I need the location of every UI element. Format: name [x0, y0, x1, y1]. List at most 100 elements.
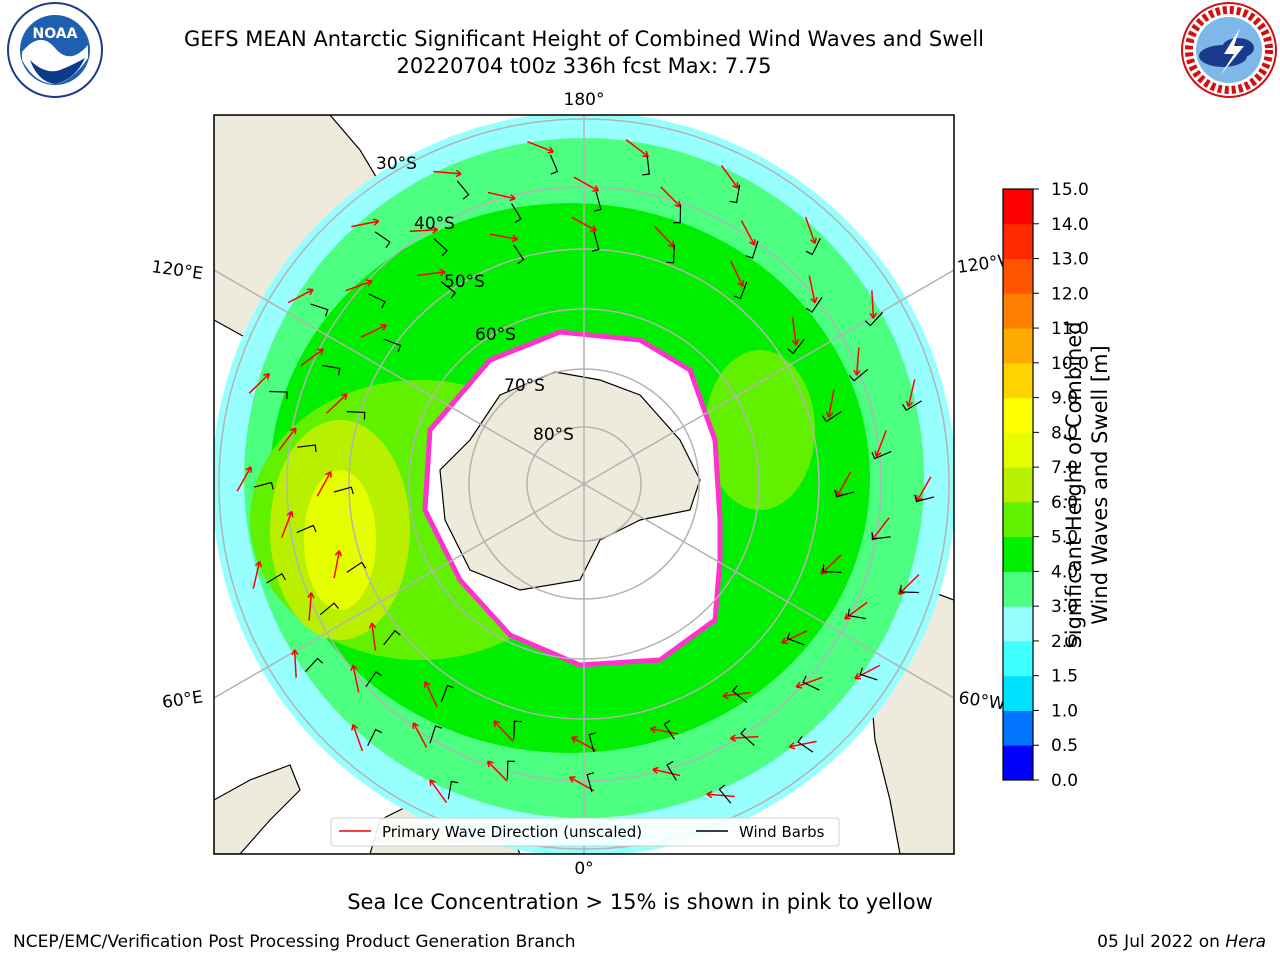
wind-barbs: [253, 154, 935, 804]
wave-arrow: [808, 275, 818, 304]
wind-barb: [740, 727, 755, 746]
lon-label-120e: 120°E: [150, 257, 204, 284]
colorbar-label-line1: Significant Height of Combined: [1062, 321, 1086, 649]
wind-barb: [365, 671, 383, 688]
colorbar-tick-label: 0.0: [1051, 771, 1078, 791]
wind-barb: [787, 338, 805, 355]
lat-label-30s: 30°S: [376, 154, 417, 174]
colorbar-frame: [1002, 188, 1034, 781]
wind-barb: [859, 667, 878, 681]
lat-label-40s: 40°S: [414, 214, 455, 234]
wind-barb: [847, 608, 867, 620]
wave-arrow: [791, 317, 800, 346]
lon-label-180: 180°: [564, 90, 605, 110]
wind-barb: [848, 368, 869, 382]
wind-barb: [673, 204, 682, 224]
wind-barb: [805, 296, 823, 313]
colorbar-segment: [1003, 710, 1033, 746]
wind-barb: [506, 760, 515, 780]
wind-barb: [269, 390, 288, 400]
colorbar-tick-label: 9.0: [1051, 389, 1078, 409]
wind-barb: [805, 238, 821, 256]
colorbar-tick-label: 3.0: [1051, 597, 1078, 617]
wave-arrow: [740, 220, 756, 246]
colorbar-tick-label: 8.0: [1051, 423, 1078, 443]
wave-arrow: [350, 664, 360, 693]
wind-barb: [253, 481, 274, 490]
lon-label-60w: 60°W: [957, 688, 1006, 714]
wave-arrow: [487, 191, 516, 202]
colorbar-segment: [1003, 189, 1033, 225]
wind-barb: [513, 720, 522, 740]
wave-band-7m: [304, 470, 376, 610]
wind-barb: [456, 180, 470, 200]
colorbar-segment: [1003, 328, 1033, 364]
colorbar-tick-label: 10.0: [1051, 354, 1089, 374]
wind-barb: [333, 486, 354, 495]
wave-arrow: [729, 734, 759, 742]
colorbar-tick-label: 5.0: [1051, 528, 1078, 548]
wind-barb: [718, 784, 732, 804]
wave-arrow: [905, 379, 916, 408]
wind-barb: [786, 631, 805, 646]
wave-arrow: [573, 176, 600, 192]
wave-arrow: [345, 279, 373, 292]
lat-label-70s: 70°S: [504, 376, 545, 396]
wind-barb: [871, 450, 892, 460]
meridian-grid: [214, 115, 954, 854]
chart-subtitle: 20220704 t00z 336h fcst Max: 7.75: [396, 54, 772, 78]
wind-barb: [834, 489, 855, 498]
lat-label-80s: 80°S: [533, 425, 574, 445]
colorbar-tick-label: 7.0: [1051, 458, 1078, 478]
wind-barb: [729, 184, 741, 204]
wind-barb: [821, 411, 842, 423]
colorbar-segment: [1003, 640, 1033, 677]
wind-barb: [731, 685, 748, 703]
colorbar-segment: [1003, 606, 1033, 642]
wave-arrow: [412, 722, 428, 748]
wave-arrow: [429, 779, 448, 803]
wave-arrow: [316, 471, 332, 497]
colorbar-label-line2: Wind Waves and Swell [m]: [1088, 345, 1112, 625]
wave-arrow: [854, 664, 881, 680]
colorbar-segment: [1003, 293, 1033, 329]
wind-barb: [447, 780, 459, 800]
wave-arrow: [527, 141, 555, 154]
wind-barb: [440, 684, 455, 703]
wind-barb: [513, 244, 525, 265]
wave-arrow: [652, 766, 681, 777]
wave-arrow: [795, 676, 823, 689]
lon-label-60e: 60°E: [161, 687, 204, 712]
wave-arrow: [252, 560, 263, 589]
wave-arrow: [423, 681, 438, 708]
footer-date-text: 05 Jul 2022 on: [1097, 932, 1226, 952]
map-frame: [213, 114, 955, 855]
wind-barb: [914, 494, 935, 503]
colorbar-tick-label: 12.0: [1051, 284, 1089, 304]
wind-barb: [900, 584, 919, 594]
wave-arrow: [291, 649, 299, 678]
wave-arrow: [326, 393, 348, 414]
footer-credit: NCEP/EMC/Verification Post Processing Pr…: [13, 932, 576, 952]
wind-barb: [367, 728, 383, 746]
wave-arrow: [706, 790, 735, 799]
svg-text:NOAA: NOAA: [33, 26, 78, 42]
wave-arrow: [360, 323, 387, 338]
wind-barb: [383, 338, 402, 353]
wind-barb: [321, 364, 341, 376]
lon-label-0: 0°: [574, 859, 593, 879]
wind-barb: [593, 191, 602, 212]
wind-barb: [383, 629, 401, 646]
colorbar-segment: [1003, 362, 1033, 399]
legend-barb-label: Wind Barbs: [739, 823, 825, 841]
wind-barb: [368, 293, 386, 309]
wave-arrow: [287, 288, 314, 304]
wave-arrow: [368, 622, 377, 651]
wave-arrow: [278, 427, 297, 451]
wind-barb: [511, 203, 522, 224]
wind-barb: [822, 564, 842, 573]
wind-barb: [346, 561, 367, 573]
wave-arrow: [730, 260, 745, 287]
colorbar-tick-label: 1.5: [1051, 667, 1078, 687]
wind-barb: [871, 531, 891, 540]
